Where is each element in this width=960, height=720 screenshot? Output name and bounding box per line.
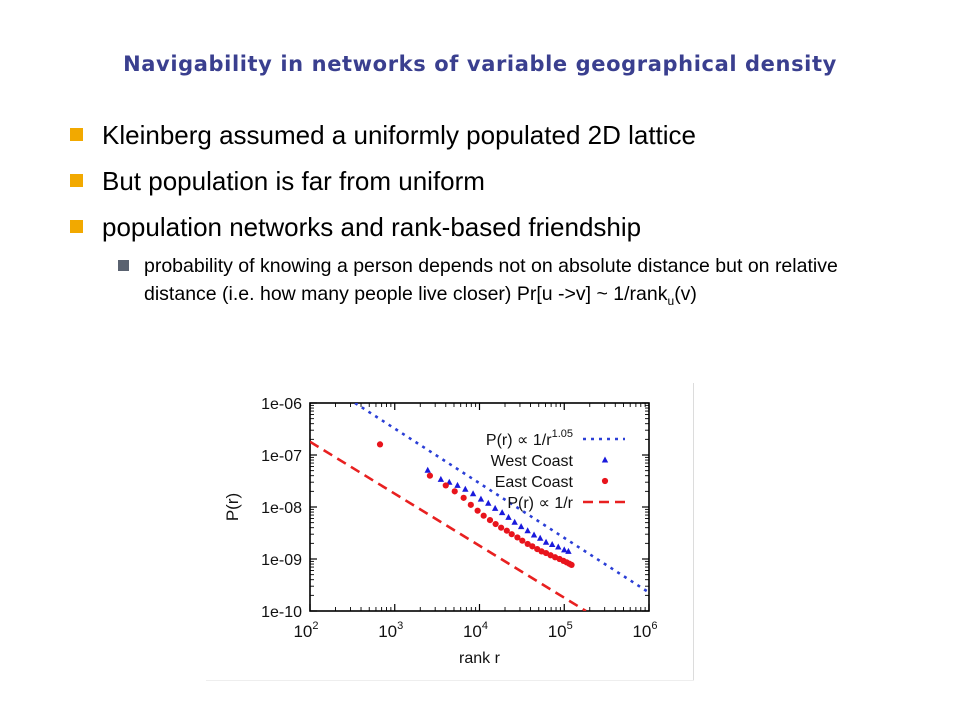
data-point-west_coast <box>454 481 461 488</box>
data-point-east_coast <box>524 540 531 548</box>
plot-area <box>310 403 649 611</box>
data-point-west_coast <box>517 523 525 530</box>
legend-swatch-west_coast <box>601 456 609 463</box>
sub-bullet-text-end: (v) <box>674 283 697 305</box>
data-point-east_coast <box>508 531 515 538</box>
data-point-east_coast <box>460 494 467 501</box>
data-point-west_coast <box>542 538 550 545</box>
chart-image: 102 103 104 105 106 1e-06 1e-07 1e-08 1e-09 1e-10… <box>206 383 694 681</box>
data-point-east_coast <box>486 516 494 524</box>
data-point-west_coast <box>530 531 538 538</box>
sub-bullet-square-icon <box>118 260 129 271</box>
x-tick-label: 105 <box>548 620 573 641</box>
bullet-item: But population is far from uniform <box>70 166 910 196</box>
data-point-east_coast <box>529 543 536 550</box>
bullet-text: population networks and rank-based frien… <box>102 212 642 242</box>
bullet-text: But population is far from uniform <box>102 166 485 196</box>
bullet-square-icon <box>70 128 83 141</box>
data-point-east_coast <box>426 472 434 479</box>
data-point-east_coast <box>568 561 575 569</box>
y-tick-label: 1e-07 <box>261 448 302 465</box>
data-point-east_coast <box>442 482 449 489</box>
data-point-west_coast <box>469 490 477 497</box>
data-point-west_coast <box>555 543 562 550</box>
y-tick-label: 1e-09 <box>261 552 302 569</box>
x-tick-label: 102 <box>293 620 318 641</box>
x-tick-label: 106 <box>632 620 657 641</box>
bullet-text: Kleinberg assumed a uniformly populated … <box>102 120 697 150</box>
data-point-west_coast <box>548 541 556 548</box>
x-tick-label: 103 <box>378 620 403 641</box>
rank-probability-chart: 102 103 104 105 106 1e-06 1e-07 1e-08 1e-09 1e-10… <box>223 396 658 667</box>
data-point-east_coast <box>503 527 510 534</box>
data-point-east_coast <box>514 534 521 541</box>
data-point-west_coast <box>424 466 431 473</box>
y-tick-label: 1e-08 <box>261 500 302 517</box>
plot-frame <box>309 402 650 612</box>
series-line-fit_1 <box>310 440 587 611</box>
data-point-west_coast <box>511 518 518 525</box>
bullet-item: population networks and rank-based frien… <box>70 212 910 242</box>
data-point-west_coast <box>524 527 531 534</box>
data-point-east_coast <box>467 501 474 508</box>
data-point-west_coast <box>477 495 485 502</box>
data-point-west_coast <box>485 499 492 506</box>
y-tick-label: 1e-06 <box>261 396 302 413</box>
bullet-item: Kleinberg assumed a uniformly populated … <box>70 120 910 150</box>
bullet-list: Kleinberg assumed a uniformly populated … <box>70 120 910 315</box>
chart-border-bottom <box>206 680 694 681</box>
y-tick-label: 1e-10 <box>261 604 302 621</box>
data-point-east_coast <box>474 507 481 514</box>
data-point-west_coast <box>565 547 572 554</box>
data-point-east_coast <box>498 524 505 531</box>
x-axis-label: rank r <box>459 650 501 667</box>
rank-subscript: u <box>667 293 675 308</box>
chart-border-right <box>693 383 694 681</box>
y-axis-label: P(r) <box>223 493 242 521</box>
data-point-east_coast <box>376 441 384 448</box>
data-point-east_coast <box>519 537 526 544</box>
legend-swatch-east_coast <box>601 477 609 485</box>
legend-label-fit_105: P(r) ∝ 1/r1.05 <box>486 428 573 449</box>
data-point-east_coast <box>492 520 499 528</box>
series-line-fit_105 <box>354 403 649 594</box>
legend-label-west_coast: West Coast <box>491 453 574 470</box>
sub-bullet-item: probability of knowing a person depends … <box>70 252 910 315</box>
bullet-square-icon <box>70 174 83 187</box>
data-point-west_coast <box>498 509 506 516</box>
legend-label-east_coast: East Coast <box>495 474 574 491</box>
sub-bullet-text: probability of knowing a person depends … <box>144 255 838 305</box>
data-point-west_coast <box>491 504 499 511</box>
data-point-east_coast <box>480 512 487 519</box>
data-point-west_coast <box>505 513 512 520</box>
legend-label-fit_1: P(r) ∝ 1/r <box>507 495 573 512</box>
data-point-west_coast <box>437 475 445 482</box>
slide-title: Navigability in networks of variable geo… <box>123 52 837 76</box>
data-point-east_coast <box>451 488 458 495</box>
bullet-square-icon <box>70 220 83 233</box>
data-point-west_coast <box>561 546 568 553</box>
data-point-west_coast <box>536 534 544 541</box>
data-point-west_coast <box>462 485 469 492</box>
x-tick-label: 104 <box>463 620 488 641</box>
